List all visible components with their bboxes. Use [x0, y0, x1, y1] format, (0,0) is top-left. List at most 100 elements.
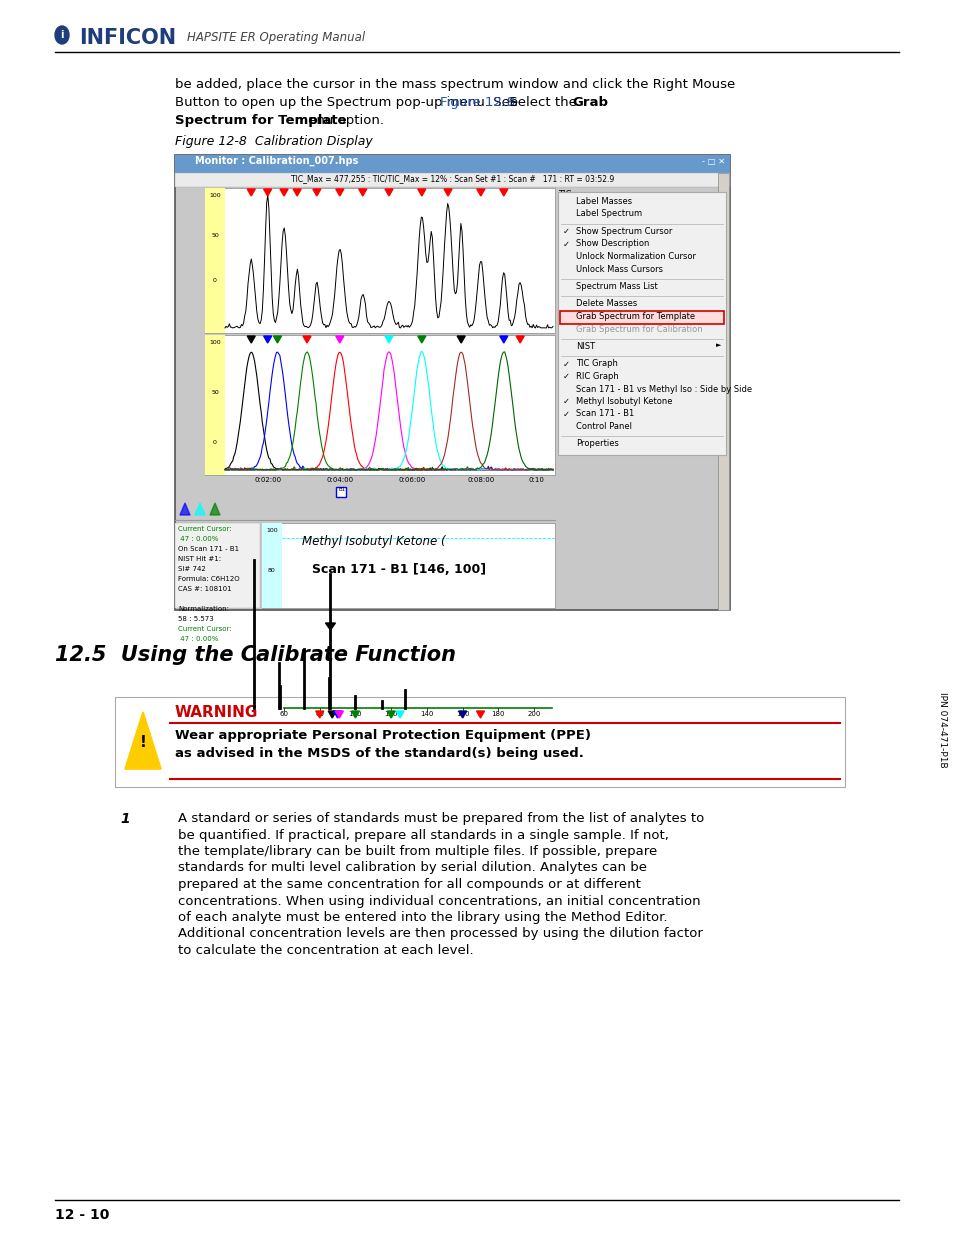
Text: Figure 12-8: Figure 12-8 [439, 96, 515, 109]
Polygon shape [247, 189, 255, 196]
Text: 47 : 0.00%: 47 : 0.00% [178, 536, 218, 542]
Text: ►: ► [716, 342, 720, 348]
Polygon shape [247, 336, 255, 343]
Polygon shape [443, 189, 452, 196]
Text: Normalization:: Normalization: [178, 606, 229, 613]
Text: 58 : 5.573: 58 : 5.573 [178, 616, 213, 622]
Text: ✓: ✓ [562, 240, 569, 248]
Bar [559, 311, 723, 324]
Text: 12 - 10: 12 - 10 [55, 1208, 110, 1221]
Text: 0:02:00: 0:02:00 [253, 477, 281, 483]
Polygon shape [385, 189, 393, 196]
Text: as advised in the MSDS of the standard(s) being used.: as advised in the MSDS of the standard(s… [174, 747, 583, 760]
Text: INFICON: INFICON [79, 28, 176, 48]
Text: Scan 171 - B1 [146, 100]: Scan 171 - B1 [146, 100] [312, 563, 486, 576]
Polygon shape [476, 189, 484, 196]
Text: SI# 742: SI# 742 [178, 566, 206, 572]
Polygon shape [516, 336, 523, 343]
Text: standards for multi level calibration by serial dilution. Analytes can be: standards for multi level calibration by… [178, 862, 646, 874]
Text: Monitor : Calibration_007.hps: Monitor : Calibration_007.hps [194, 156, 358, 167]
Polygon shape [335, 189, 343, 196]
Text: TIC: TIC [558, 190, 571, 199]
Text: Grab Spectrum for Calibration: Grab Spectrum for Calibration [576, 325, 702, 333]
Text: Unlock Normalization Cursor: Unlock Normalization Cursor [576, 252, 696, 261]
Text: ✓: ✓ [562, 372, 569, 382]
Bar [262, 522, 282, 608]
Polygon shape [274, 336, 281, 343]
Bar [174, 156, 729, 173]
Polygon shape [458, 711, 466, 718]
Text: menu option.: menu option. [291, 114, 383, 127]
Text: Show Description: Show Description [576, 240, 649, 248]
Polygon shape [335, 711, 343, 718]
Text: Figure 12-8  Calibration Display: Figure 12-8 Calibration Display [174, 135, 373, 148]
Text: 0:08:00: 0:08:00 [467, 477, 494, 483]
Polygon shape [280, 189, 288, 196]
Text: 80: 80 [314, 711, 324, 718]
Polygon shape [315, 711, 323, 718]
Text: Properties: Properties [576, 440, 618, 448]
Text: i: i [60, 30, 64, 40]
Text: Wear appropriate Personal Protection Equipment (PPE): Wear appropriate Personal Protection Equ… [174, 729, 590, 742]
Bar [174, 522, 260, 608]
Text: Grab: Grab [572, 96, 608, 109]
Bar [205, 335, 225, 475]
Polygon shape [335, 336, 343, 343]
Text: 180: 180 [491, 711, 505, 718]
Text: Unlock Mass Cursors: Unlock Mass Cursors [576, 264, 662, 273]
Text: concentrations. When using individual concentrations, an initial concentration: concentrations. When using individual co… [178, 894, 700, 908]
Text: 50: 50 [211, 390, 218, 395]
Text: 0:06:00: 0:06:00 [398, 477, 425, 483]
Text: ✓: ✓ [562, 396, 569, 406]
Text: ✓: ✓ [562, 359, 569, 368]
Text: be quantified. If practical, prepare all standards in a single sample. If not,: be quantified. If practical, prepare all… [178, 829, 668, 841]
Text: Delete Masses: Delete Masses [576, 300, 637, 309]
Text: Scan 171 - B1 vs Methyl Iso : Side by Side: Scan 171 - B1 vs Methyl Iso : Side by Si… [576, 384, 751, 394]
Text: Scan 171 - B1: Scan 171 - B1 [576, 410, 634, 419]
Polygon shape [303, 336, 311, 343]
Polygon shape [313, 189, 320, 196]
Polygon shape [293, 189, 301, 196]
Polygon shape [499, 189, 507, 196]
Text: WARNING: WARNING [174, 705, 258, 720]
Text: Control Panel: Control Panel [576, 422, 631, 431]
Text: TIC Graph: TIC Graph [576, 359, 618, 368]
Text: Spectrum Mass List: Spectrum Mass List [576, 282, 657, 291]
Text: Button to open up the Spectrum pop-up menu. See: Button to open up the Spectrum pop-up me… [174, 96, 522, 109]
Text: - □ ✕: - □ ✕ [701, 157, 724, 165]
Polygon shape [387, 711, 395, 718]
Bar [262, 522, 555, 608]
Text: 12.5  Using the Calibrate Function: 12.5 Using the Calibrate Function [55, 645, 456, 664]
Text: Spectrum for Template: Spectrum for Template [174, 114, 346, 127]
Text: CAS #: 108101: CAS #: 108101 [178, 585, 232, 592]
Text: 100: 100 [209, 340, 220, 345]
Polygon shape [210, 503, 220, 515]
Text: be added, place the cursor in the mass spectrum window and click the Right Mouse: be added, place the cursor in the mass s… [174, 78, 735, 91]
Polygon shape [385, 336, 393, 343]
Text: 47 : 0.00%: 47 : 0.00% [178, 636, 218, 642]
Polygon shape [263, 189, 272, 196]
Polygon shape [180, 503, 190, 515]
Text: Additional concentration levels are then processed by using the dilution factor: Additional concentration levels are then… [178, 927, 702, 941]
Text: RIC Graph: RIC Graph [576, 372, 618, 382]
Polygon shape [334, 711, 341, 718]
Text: 0: 0 [213, 440, 216, 445]
Text: Label Masses: Label Masses [576, 198, 632, 206]
Polygon shape [328, 711, 335, 718]
Text: Current Cursor:: Current Cursor: [178, 526, 232, 532]
Text: ✓: ✓ [562, 227, 569, 236]
Polygon shape [351, 711, 359, 718]
Bar [335, 487, 345, 496]
Text: of each analyte must be entered into the library using the Method Editor.: of each analyte must be entered into the… [178, 911, 667, 924]
Text: TIC_Max = 477,255 : TIC/TIC_Max = 12% : Scan Set #1 : Scan #   171 : RT = 03:52.: TIC_Max = 477,255 : TIC/TIC_Max = 12% : … [291, 174, 614, 183]
Text: Methyl Isobutyl Ketone: Methyl Isobutyl Ketone [576, 396, 672, 406]
Bar [205, 188, 555, 333]
Text: On Scan 171 - B1: On Scan 171 - B1 [178, 546, 239, 552]
Bar [558, 191, 725, 454]
Text: 100: 100 [266, 529, 277, 534]
Bar [205, 335, 555, 475]
Ellipse shape [55, 26, 69, 44]
Text: Current Cursor:: Current Cursor: [178, 626, 232, 632]
Text: 50: 50 [211, 233, 218, 238]
Polygon shape [456, 336, 465, 343]
